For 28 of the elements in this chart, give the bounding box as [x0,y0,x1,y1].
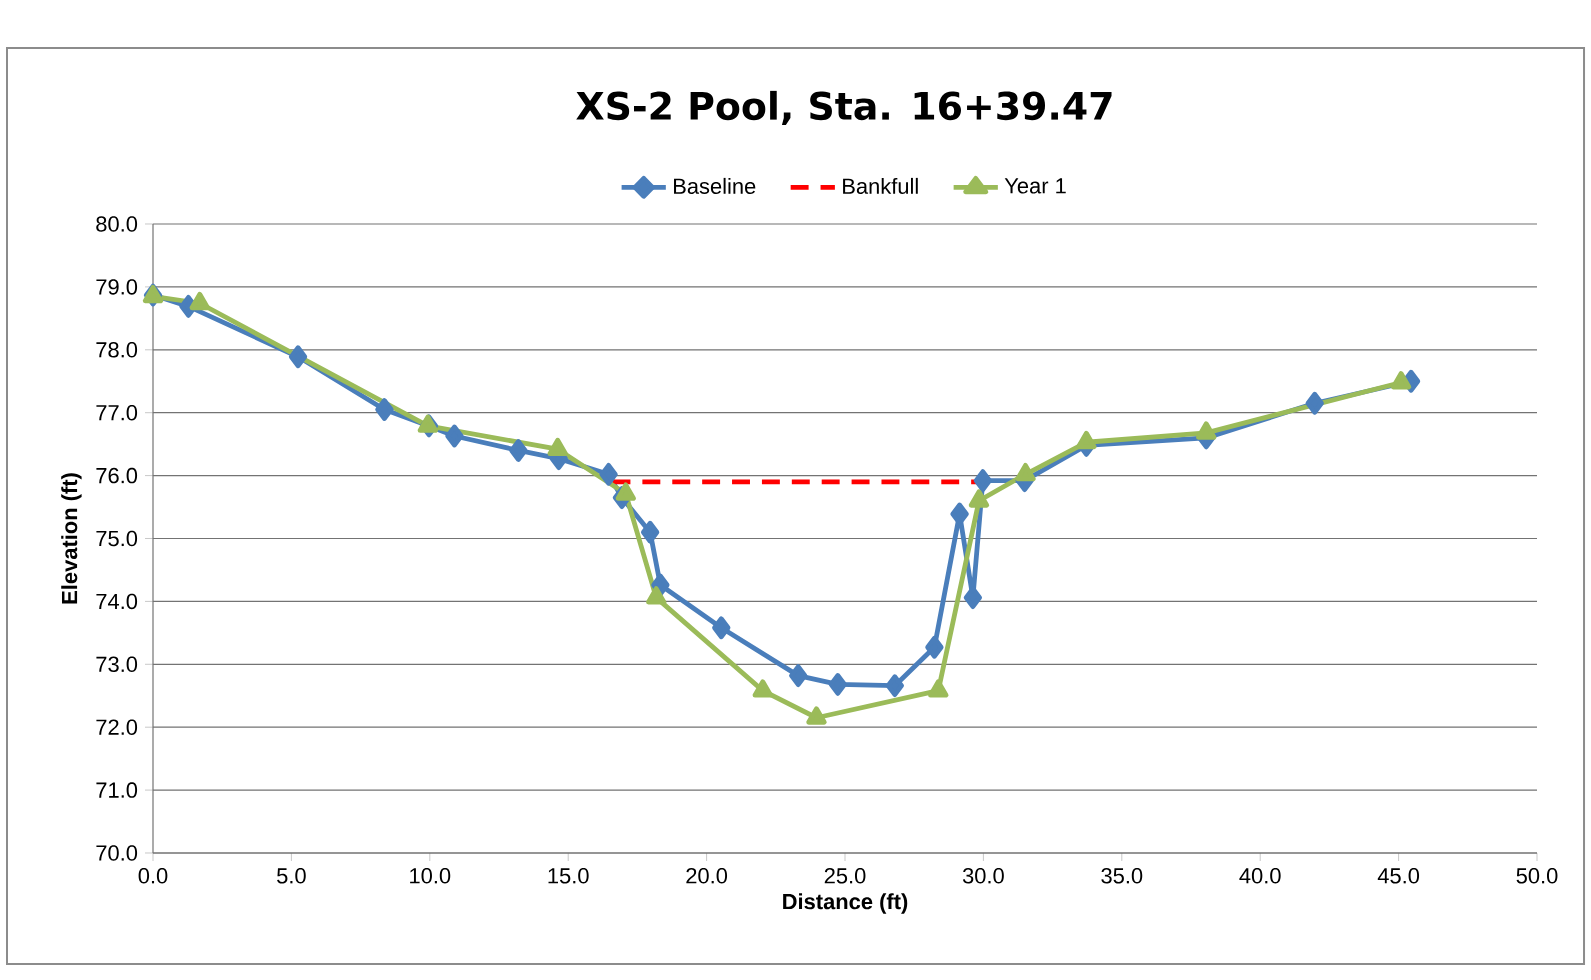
x-tick-label: 30.0 [962,868,1004,884]
x-tick-label: 20.0 [686,868,728,884]
y-axis-title: Elevation (ft) [61,473,82,604]
y-tick-label: 73.0 [96,656,138,673]
y-tick-label: 79.0 [96,279,138,295]
legend-label: Baseline [674,177,756,194]
y-tick-label: 74.0 [96,593,138,610]
y-tick-label: 72.0 [96,719,138,735]
legend-label: Year 1 [1004,178,1066,194]
x-tick-label: 10.0 [410,868,451,884]
y-tick-label: 76.0 [96,467,138,484]
y-tick-label: 70.0 [96,845,138,861]
x-tick-label: 50.0 [1516,868,1558,884]
x-tick-label: 35.0 [1101,868,1143,884]
x-axis-title: Distance (ft) [783,893,908,914]
x-tick-label: 0.0 [138,868,168,884]
y-tick-label: 80.0 [96,216,138,232]
y-tick-label: 71.0 [96,782,138,798]
x-tick-label: 15.0 [548,868,589,884]
x-tick-label: 40.0 [1239,868,1281,884]
legend-label: Bankfull [843,177,918,194]
y-tick-label: 78.0 [96,342,138,358]
y-tick-label: 75.0 [96,530,138,547]
x-tick-label: 5.0 [277,868,306,884]
x-tick-label: 45.0 [1377,868,1420,884]
y-tick-label: 77.0 [96,404,138,421]
chart-title: XS-2 Pool, Sta. 16+39.47 [576,90,1112,125]
x-tick-label: 25.0 [824,868,866,884]
